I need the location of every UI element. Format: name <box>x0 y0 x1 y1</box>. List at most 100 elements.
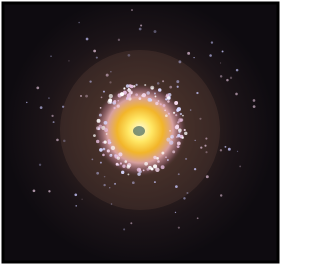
star <box>126 84 130 88</box>
star <box>237 151 238 152</box>
star <box>163 104 166 107</box>
star <box>102 142 104 144</box>
star <box>161 165 165 169</box>
star <box>110 142 112 144</box>
star <box>128 54 131 57</box>
star <box>96 140 99 143</box>
star <box>169 86 172 89</box>
star <box>109 187 110 188</box>
star <box>228 148 231 151</box>
star <box>91 159 93 161</box>
star <box>140 24 142 26</box>
star <box>225 146 227 148</box>
star <box>110 71 111 72</box>
star <box>136 84 138 86</box>
star <box>175 185 178 188</box>
core-nucleus <box>133 126 145 136</box>
star <box>165 156 167 158</box>
star <box>196 92 198 94</box>
star <box>158 88 162 92</box>
star <box>131 9 133 11</box>
star <box>156 157 159 160</box>
star <box>99 125 103 129</box>
star <box>99 148 103 152</box>
star <box>144 84 146 86</box>
star <box>103 91 105 93</box>
star <box>190 109 192 111</box>
star <box>166 138 170 142</box>
star <box>205 151 207 153</box>
star <box>186 192 188 194</box>
star <box>68 60 69 61</box>
star <box>111 146 115 150</box>
star <box>48 190 50 192</box>
star <box>142 93 146 97</box>
star <box>74 193 77 196</box>
star <box>143 169 145 171</box>
star <box>85 95 88 98</box>
star <box>199 118 201 120</box>
star <box>182 115 184 117</box>
star <box>177 141 181 145</box>
star <box>220 149 222 151</box>
star <box>177 145 180 148</box>
page: (() => { const data = JSON.parse(documen… <box>0 0 281 265</box>
star <box>161 152 164 155</box>
star <box>153 156 156 159</box>
star <box>158 100 160 102</box>
star <box>220 75 222 77</box>
star <box>56 139 59 142</box>
star <box>106 133 108 135</box>
star <box>160 103 162 105</box>
star <box>180 113 182 115</box>
star <box>154 181 156 183</box>
star <box>139 28 142 31</box>
star <box>178 118 182 122</box>
star <box>63 140 65 142</box>
star <box>100 162 102 164</box>
star <box>118 39 120 41</box>
star <box>157 160 160 163</box>
star <box>111 203 113 205</box>
star <box>123 87 125 89</box>
star <box>185 158 187 160</box>
star <box>130 85 134 89</box>
star <box>51 115 53 117</box>
star <box>209 54 212 57</box>
star <box>236 69 239 72</box>
galaxy-photo <box>0 0 281 265</box>
star <box>62 106 64 108</box>
star <box>226 79 229 82</box>
star <box>93 50 96 53</box>
star <box>103 148 106 151</box>
star <box>118 152 122 156</box>
star <box>220 62 221 63</box>
star <box>113 100 116 103</box>
star <box>137 172 140 175</box>
star <box>120 92 124 96</box>
star <box>139 97 142 100</box>
star <box>48 97 49 98</box>
star <box>187 52 190 55</box>
star <box>123 228 125 230</box>
star <box>170 135 174 139</box>
star <box>96 57 98 59</box>
star <box>183 197 185 199</box>
star <box>204 145 206 147</box>
star <box>40 106 43 109</box>
star <box>89 81 91 83</box>
star <box>100 107 102 109</box>
star <box>173 112 175 114</box>
star <box>172 150 175 153</box>
star <box>155 102 158 105</box>
star <box>117 100 119 102</box>
star <box>253 105 256 108</box>
star <box>39 164 41 166</box>
star <box>135 93 138 96</box>
star <box>106 74 109 77</box>
star <box>165 114 168 117</box>
star <box>222 50 224 52</box>
star <box>176 125 179 128</box>
star <box>133 85 135 87</box>
star <box>128 88 130 90</box>
